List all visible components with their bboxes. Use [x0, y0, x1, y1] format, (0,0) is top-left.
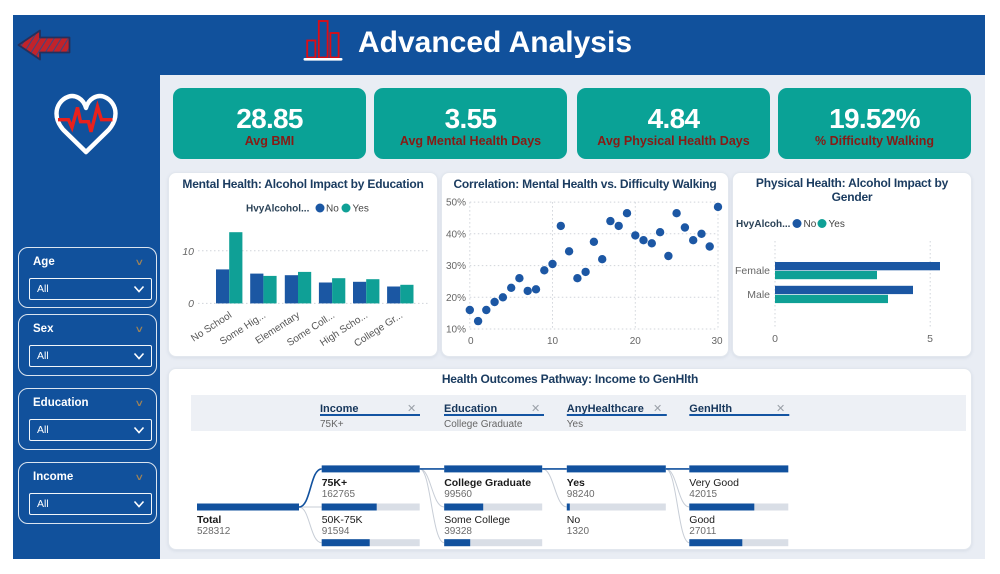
svg-text:98240: 98240	[567, 489, 595, 500]
svg-text:✕: ✕	[653, 403, 662, 415]
svg-text:75K+: 75K+	[320, 419, 344, 430]
svg-text:Very Good: Very Good	[689, 477, 739, 489]
svg-text:30%: 30%	[446, 261, 466, 272]
svg-text:✕: ✕	[776, 403, 785, 415]
svg-text:40%: 40%	[446, 229, 466, 240]
svg-text:Yes: Yes	[567, 419, 583, 430]
svg-text:Income: Income	[320, 403, 359, 415]
svg-text:HvyAlcohol...: HvyAlcohol...	[246, 204, 310, 215]
svg-text:College Graduate: College Graduate	[444, 477, 531, 489]
svg-text:Male: Male	[747, 289, 770, 301]
svg-text:42015: 42015	[689, 489, 717, 500]
svg-text:Yes: Yes	[353, 204, 369, 215]
svg-text:50%: 50%	[446, 198, 466, 209]
svg-text:Female: Female	[735, 265, 770, 277]
svg-text:College Graduate: College Graduate	[444, 419, 523, 430]
svg-text:0: 0	[772, 333, 778, 345]
svg-text:1320: 1320	[567, 526, 590, 537]
svg-text:39328: 39328	[444, 526, 472, 537]
svg-text:No: No	[567, 514, 581, 526]
svg-text:0: 0	[468, 336, 474, 347]
svg-text:AnyHealthcare: AnyHealthcare	[567, 403, 644, 415]
svg-text:Some College: Some College	[444, 514, 510, 526]
svg-text:30: 30	[711, 336, 723, 347]
svg-text:✕: ✕	[531, 403, 540, 415]
svg-text:10: 10	[547, 336, 559, 347]
svg-text:Yes: Yes	[567, 477, 585, 489]
svg-text:75K+: 75K+	[322, 477, 347, 489]
svg-text:20: 20	[630, 336, 642, 347]
svg-text:HvyAlcoh...: HvyAlcoh...	[736, 219, 791, 230]
svg-text:No: No	[804, 219, 817, 230]
svg-text:Education: Education	[444, 403, 497, 415]
svg-text:528312: 528312	[197, 526, 231, 537]
svg-text:10: 10	[182, 246, 194, 258]
svg-text:Good: Good	[689, 514, 715, 526]
svg-text:99560: 99560	[444, 489, 472, 500]
svg-text:✕: ✕	[407, 403, 416, 415]
svg-text:5: 5	[927, 333, 933, 345]
svg-text:10%: 10%	[446, 325, 466, 336]
svg-text:20%: 20%	[446, 293, 466, 304]
svg-text:0: 0	[188, 298, 194, 310]
svg-text:No: No	[326, 204, 339, 215]
svg-text:50K-75K: 50K-75K	[322, 514, 363, 526]
svg-text:Yes: Yes	[829, 219, 845, 230]
svg-text:91594: 91594	[322, 526, 350, 537]
svg-text:27011: 27011	[689, 526, 717, 537]
svg-text:GenHlth: GenHlth	[689, 403, 732, 415]
svg-text:162765: 162765	[322, 489, 356, 500]
svg-text:Total: Total	[197, 514, 221, 526]
